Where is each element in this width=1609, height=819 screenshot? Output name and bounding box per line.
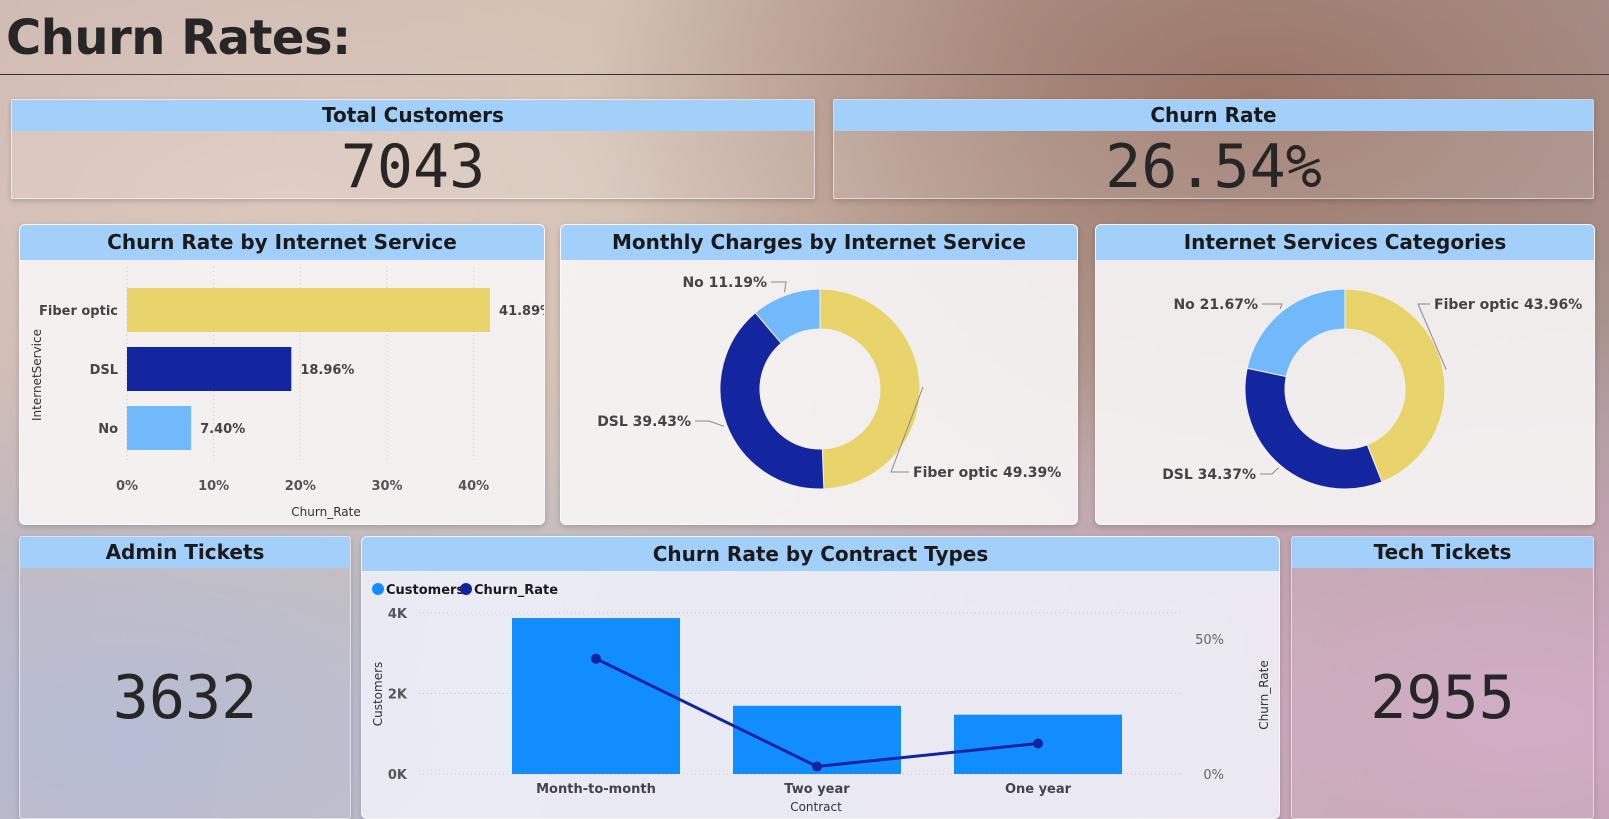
admin-tickets-value: 3632 (112, 663, 258, 733)
churn-by-internet-chart: Fiber optic DSL No 41.89% 18.96% 7.40% 0% 10%… (30, 267, 545, 519)
internet-categories-card: Internet Services Categories Fiber optic… (1095, 224, 1595, 525)
churn-by-contract-chart: Customers Churn_Rate 0K 2K 4K 0% 50% Month-… (371, 583, 1271, 814)
churn-by-contract-card: Churn Rate by Contract Types Customers C… (361, 536, 1280, 819)
total-customers-label: Total Customers (12, 100, 814, 131)
churn-by-internet-xlabel: Churn_Rate (291, 505, 360, 519)
chart-legend: Customers Churn_Rate (372, 583, 558, 598)
monthly-charges-title: Monthly Charges by Internet Service (561, 225, 1077, 260)
y-left-tick-label: 0K (388, 768, 408, 783)
churn-by-contract-xlabel: Contract (790, 800, 842, 814)
leader-line (1417, 303, 1447, 370)
category-label: One year (1005, 782, 1072, 797)
bar-month-to-month[interactable] (512, 618, 680, 774)
bar-no[interactable] (127, 406, 192, 450)
churn-by-contract-title: Churn Rate by Contract Types (362, 537, 1279, 571)
churn-rate-point[interactable] (1033, 738, 1043, 749)
slice-no[interactable] (754, 288, 821, 344)
slice-no[interactable] (1246, 288, 1346, 378)
admin-tickets-card: Admin Tickets 3632 (19, 536, 351, 819)
bar-dsl[interactable] (127, 347, 292, 391)
category-label: No (98, 422, 118, 437)
slice-fiber-optic[interactable] (1344, 288, 1446, 483)
x-tick-label: 10% (198, 479, 229, 494)
monthly-charges-card: Monthly Charges by Internet Service Fibe… (560, 224, 1078, 525)
title-bar: Churn Rates: (0, 0, 1609, 75)
slice-label: Fiber optic 49.39% (913, 465, 1061, 481)
leader-line (695, 420, 725, 427)
churn-rate-point[interactable] (812, 761, 822, 772)
total-customers-card: Total Customers 7043 (11, 99, 815, 199)
y-right-tick-label: 50% (1195, 633, 1224, 648)
slice-label: No 21.67% (1173, 297, 1258, 313)
x-tick-label: 40% (458, 479, 489, 494)
legend-marker-churn-rate (460, 583, 472, 595)
y-left-tick-label: 2K (388, 688, 408, 703)
slice-label: No 11.19% (682, 275, 767, 291)
donut-labels: Fiber optic 43.96% DSL 34.37% No 21.67% (1162, 297, 1582, 483)
donut-slices (719, 288, 921, 490)
leader-line (1260, 467, 1279, 475)
x-tick-label: 0% (116, 479, 138, 494)
y-left-tick-label: 4K (388, 607, 408, 622)
slice-label: DSL 34.37% (1162, 467, 1256, 483)
tech-tickets-card: Tech Tickets 2955 (1291, 536, 1594, 819)
internet-categories-chart: Fiber optic 43.96% DSL 34.37% No 21.67% (1162, 288, 1582, 490)
x-tick-label: 20% (285, 479, 316, 494)
category-label: Two year (784, 782, 850, 797)
x-tick-label: 30% (371, 479, 402, 494)
category-label: Month-to-month (536, 782, 656, 797)
tech-tickets-value: 2955 (1370, 663, 1515, 733)
churn-by-internet-card: Churn Rate by Internet Service Fiber opt… (19, 224, 545, 525)
donut-labels: Fiber optic 49.39% DSL 39.43% No 11.19% (597, 275, 1061, 481)
y-right-tick-label: 0% (1203, 768, 1224, 783)
monthly-charges-chart: Fiber optic 49.39% DSL 39.43% No 11.19% (597, 275, 1061, 490)
leader-line (1262, 303, 1283, 310)
donut-slices (1244, 288, 1446, 490)
churn-by-contract-y-right-label: Churn_Rate (1257, 660, 1271, 729)
slice-fiber-optic[interactable] (819, 288, 921, 490)
slice-dsl[interactable] (719, 312, 825, 490)
churn-by-contract-y-left-label: Customers (371, 662, 385, 727)
admin-tickets-label: Admin Tickets (20, 537, 350, 568)
category-label: Fiber optic (39, 304, 118, 319)
data-label: 18.96% (300, 363, 354, 378)
bar-fiber-optic[interactable] (127, 288, 491, 332)
data-label: 41.89% (499, 304, 545, 319)
category-label: DSL (90, 363, 118, 378)
total-customers-value: 7043 (340, 132, 486, 199)
slice-dsl[interactable] (1244, 367, 1383, 490)
internet-categories-title: Internet Services Categories (1096, 225, 1594, 260)
leader-line (890, 386, 924, 473)
legend-label-customers: Customers (386, 583, 464, 598)
churn-rate-card: Churn Rate 26.54% (833, 99, 1594, 199)
tech-tickets-label: Tech Tickets (1292, 537, 1593, 568)
page-title: Churn Rates: (6, 10, 351, 66)
churn-rate-value: 26.54% (1105, 132, 1322, 199)
legend-label-churn-rate: Churn_Rate (474, 583, 558, 598)
churn-by-internet-ylabel: InternetService (30, 329, 44, 421)
slice-label: Fiber optic 43.96% (1434, 297, 1582, 313)
slice-label: DSL 39.43% (597, 414, 691, 430)
churn-rate-point[interactable] (591, 653, 601, 664)
data-label: 7.40% (200, 422, 245, 437)
leader-line (771, 281, 787, 293)
churn-by-internet-title: Churn Rate by Internet Service (20, 225, 544, 260)
churn-rate-label: Churn Rate (834, 100, 1593, 131)
legend-marker-customers (372, 583, 384, 595)
